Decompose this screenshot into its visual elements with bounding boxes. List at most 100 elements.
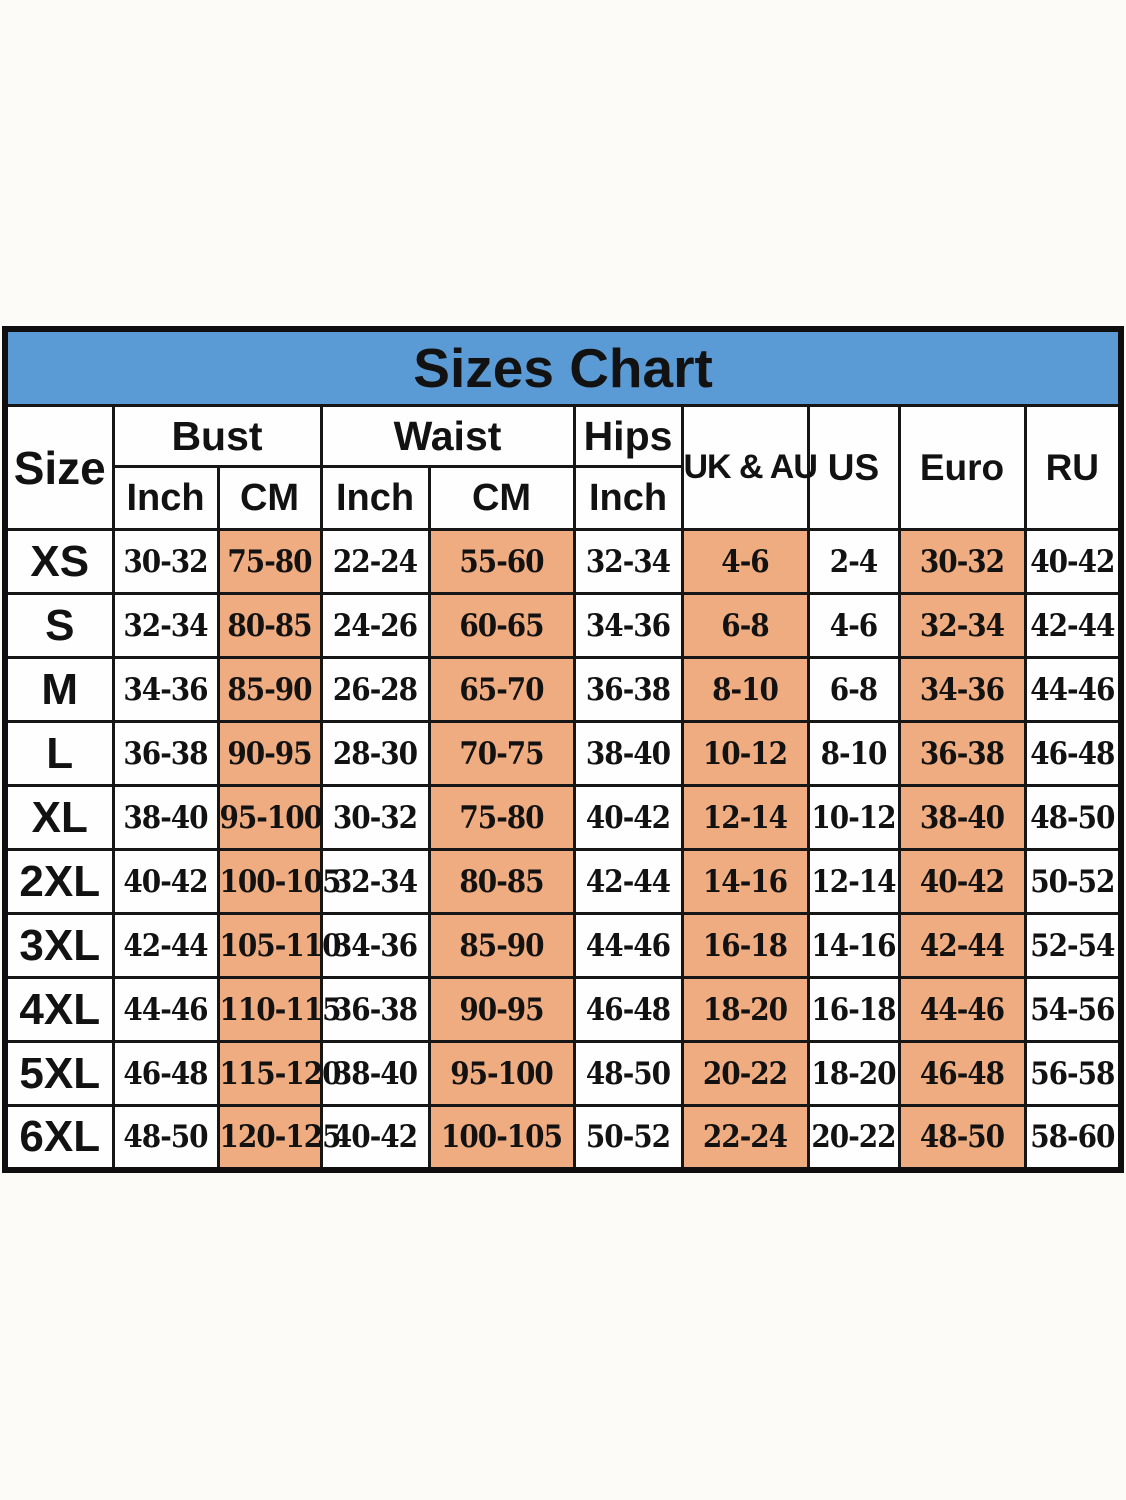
cell-us: 20-22 (806, 1104, 901, 1171)
cell-bust-cm: 115-120 (216, 1040, 342, 1107)
table-row-m: M 34-36 85-90 26-28 65-70 36-38 8-10 6-8… (3, 656, 1123, 723)
cell-hips-inch: 46-48 (572, 976, 684, 1043)
cell-bust-inch: 44-46 (111, 976, 220, 1043)
row-label: 2XL (3, 848, 115, 915)
cell-uk-au: 14-16 (680, 848, 810, 915)
cell-bust-cm: 90-95 (216, 720, 323, 787)
row-label: M (3, 656, 115, 723)
cell-euro: 48-50 (897, 1104, 1027, 1171)
title-row: Sizes Chart (3, 327, 1123, 407)
cell-us: 8-10 (806, 720, 901, 787)
table-row-4xl: 4XL 44-46 110-115 36-38 90-95 46-48 18-2… (3, 976, 1123, 1043)
col-header-us: US (806, 404, 901, 531)
cell-ru: 46-48 (1023, 720, 1123, 787)
cell-hips-inch: 38-40 (572, 720, 684, 787)
header-row-units: Inch CM Inch CM Inch (5, 465, 1121, 531)
cell-euro: 34-36 (897, 656, 1027, 723)
row-label: S (3, 592, 115, 659)
cell-bust-inch: 30-32 (111, 528, 220, 595)
col-header-size: Size (3, 404, 115, 531)
cell-waist-inch: 26-28 (319, 656, 431, 723)
cell-bust-inch: 46-48 (111, 1040, 220, 1107)
cell-hips-inch: 42-44 (572, 848, 684, 915)
cell-uk-au: 16-18 (680, 912, 810, 979)
cell-euro: 32-34 (897, 592, 1027, 659)
cell-us: 4-6 (806, 592, 901, 659)
cell-uk-au: 6-8 (680, 592, 810, 659)
cell-bust-cm: 95-100 (216, 784, 323, 851)
cell-bust-cm: 85-90 (216, 656, 323, 723)
row-label: L (3, 720, 115, 787)
col-header-bust-cm: CM (216, 465, 323, 531)
cell-waist-inch: 38-40 (319, 1040, 431, 1107)
size-chart-table: Sizes Chart Size Bust Waist Hips UK & AU… (2, 326, 1125, 1173)
cell-ru: 48-50 (1023, 784, 1123, 851)
cell-uk-au: 4-6 (680, 528, 810, 595)
cell-bust-cm: 80-85 (216, 592, 323, 659)
cell-hips-inch: 48-50 (572, 1040, 684, 1107)
col-header-uk-au: UK & AU (680, 404, 818, 531)
cell-waist-cm: 85-90 (427, 912, 576, 979)
cell-us: 14-16 (806, 912, 901, 979)
cell-waist-inch: 24-26 (319, 592, 431, 659)
cell-ru: 54-56 (1023, 976, 1123, 1043)
row-label: XL (3, 784, 115, 851)
cell-waist-inch: 30-32 (319, 784, 431, 851)
cell-euro: 36-38 (897, 720, 1027, 787)
cell-us: 2-4 (806, 528, 901, 595)
cell-waist-cm: 95-100 (427, 1040, 576, 1107)
col-header-bust: Bust (111, 404, 323, 468)
cell-euro: 40-42 (897, 848, 1027, 915)
cell-uk-au: 22-24 (680, 1104, 810, 1171)
table-row-l: L 36-38 90-95 28-30 70-75 38-40 10-12 8-… (3, 720, 1123, 787)
cell-bust-inch: 38-40 (111, 784, 220, 851)
cell-uk-au: 8-10 (680, 656, 810, 723)
col-header-hips-inch: Inch (572, 465, 684, 531)
cell-ru: 44-46 (1023, 656, 1123, 723)
cell-hips-inch: 32-34 (572, 528, 684, 595)
col-header-bust-inch: Inch (111, 465, 220, 531)
cell-waist-inch: 32-34 (319, 848, 431, 915)
size-chart-container: Sizes Chart Size Bust Waist Hips UK & AU… (2, 326, 1125, 1173)
cell-hips-inch: 34-36 (572, 592, 684, 659)
cell-uk-au: 10-12 (680, 720, 810, 787)
cell-hips-inch: 44-46 (572, 912, 684, 979)
cell-uk-au: 12-14 (680, 784, 810, 851)
cell-us: 10-12 (806, 784, 901, 851)
cell-waist-cm: 90-95 (427, 976, 576, 1043)
cell-bust-cm: 75-80 (216, 528, 323, 595)
cell-waist-cm: 100-105 (427, 1104, 576, 1171)
table-row-2xl: 2XL 40-42 100-105 32-34 80-85 42-44 14-1… (3, 848, 1123, 915)
cell-waist-cm: 70-75 (427, 720, 576, 787)
row-label: 6XL (3, 1104, 115, 1171)
cell-euro: 44-46 (897, 976, 1027, 1043)
cell-us: 18-20 (806, 1040, 901, 1107)
cell-bust-inch: 36-38 (111, 720, 220, 787)
cell-ru: 40-42 (1023, 528, 1123, 595)
row-label: XS (3, 528, 115, 595)
cell-bust-inch: 32-34 (111, 592, 220, 659)
cell-ru: 58-60 (1023, 1104, 1123, 1171)
table-row-5xl: 5XL 46-48 115-120 38-40 95-100 48-50 20-… (3, 1040, 1123, 1107)
row-label: 5XL (3, 1040, 115, 1107)
cell-bust-inch: 34-36 (111, 656, 220, 723)
chart-title: Sizes Chart (3, 327, 1123, 407)
table-row-xs: XS 30-32 75-80 22-24 55-60 32-34 4-6 2-4… (3, 528, 1123, 595)
cell-euro: 42-44 (897, 912, 1027, 979)
cell-euro: 30-32 (897, 528, 1027, 595)
cell-ru: 42-44 (1023, 592, 1123, 659)
cell-waist-inch: 28-30 (319, 720, 431, 787)
row-label: 4XL (3, 976, 115, 1043)
cell-euro: 38-40 (897, 784, 1027, 851)
cell-waist-cm: 55-60 (427, 528, 576, 595)
col-header-waist: Waist (319, 404, 576, 468)
cell-waist-inch: 22-24 (319, 528, 431, 595)
cell-uk-au: 20-22 (680, 1040, 810, 1107)
cell-hips-inch: 40-42 (572, 784, 684, 851)
cell-us: 6-8 (806, 656, 901, 723)
cell-bust-inch: 40-42 (111, 848, 220, 915)
col-header-ru: RU (1023, 404, 1123, 531)
cell-waist-cm: 65-70 (427, 656, 576, 723)
cell-waist-cm: 75-80 (427, 784, 576, 851)
